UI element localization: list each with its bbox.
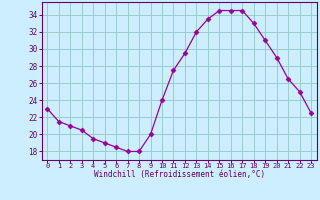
X-axis label: Windchill (Refroidissement éolien,°C): Windchill (Refroidissement éolien,°C) <box>94 170 265 179</box>
